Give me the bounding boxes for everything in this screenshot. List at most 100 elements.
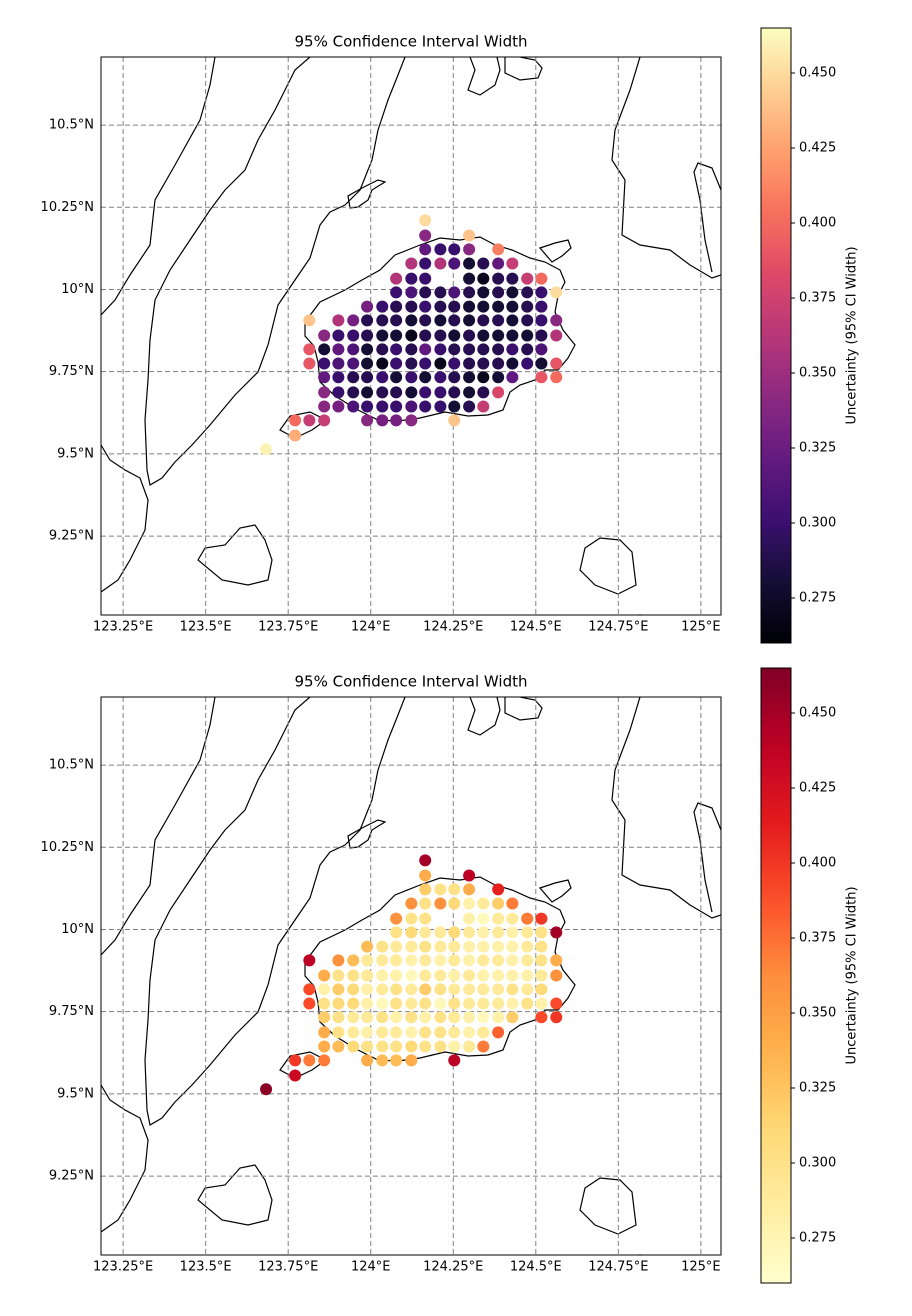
- point: [318, 343, 331, 356]
- point: [492, 926, 505, 939]
- point: [332, 1011, 345, 1024]
- point: [405, 926, 418, 939]
- point: [448, 883, 461, 896]
- point: [535, 926, 548, 939]
- point: [521, 343, 534, 356]
- point: [376, 357, 389, 370]
- point: [521, 286, 534, 299]
- point: [332, 343, 345, 356]
- y-tick-label: 9.25°N: [49, 529, 94, 544]
- point: [405, 1054, 418, 1067]
- point: [506, 1011, 519, 1024]
- point: [434, 329, 447, 342]
- point: [347, 400, 360, 413]
- point: [434, 1011, 447, 1024]
- point: [492, 272, 505, 285]
- point: [419, 357, 432, 370]
- point: [550, 954, 563, 967]
- point: [376, 400, 389, 413]
- point: [332, 983, 345, 996]
- point: [463, 869, 476, 882]
- point: [550, 969, 563, 982]
- x-tick-label: 124°E: [351, 620, 391, 635]
- y-tick-label: 9.75°N: [49, 364, 94, 379]
- point: [448, 314, 461, 327]
- point: [390, 1011, 403, 1024]
- y-tick-label: 10.5°N: [49, 118, 94, 133]
- point: [405, 357, 418, 370]
- point: [477, 997, 490, 1010]
- x-tick-label: 123.25°E: [93, 1260, 153, 1275]
- point: [434, 1040, 447, 1053]
- colorbar-tick-label: 0.275: [799, 591, 836, 606]
- point: [361, 1011, 374, 1024]
- y-tick-label: 10°N: [61, 922, 94, 937]
- point: [405, 997, 418, 1010]
- point: [419, 969, 432, 982]
- point: [477, 371, 490, 384]
- point: [477, 357, 490, 370]
- point: [405, 940, 418, 953]
- point: [376, 940, 389, 953]
- point: [550, 1011, 563, 1024]
- colorbar-tick-label: 0.350: [799, 1006, 836, 1021]
- point: [332, 314, 345, 327]
- point: [419, 314, 432, 327]
- point: [521, 912, 534, 925]
- plot-frame: [100, 696, 722, 1256]
- point: [492, 257, 505, 270]
- point: [463, 229, 476, 242]
- x-tick-label: 123.5°E: [180, 620, 232, 635]
- point: [405, 912, 418, 925]
- point: [347, 954, 360, 967]
- point: [419, 954, 432, 967]
- point: [448, 897, 461, 910]
- point: [535, 969, 548, 982]
- point: [303, 983, 316, 996]
- point: [419, 883, 432, 896]
- point: [361, 357, 374, 370]
- point: [463, 1026, 476, 1039]
- point: [318, 357, 331, 370]
- point: [535, 983, 548, 996]
- point: [332, 357, 345, 370]
- point: [463, 357, 476, 370]
- point: [535, 1011, 548, 1024]
- point: [390, 912, 403, 925]
- colorbar: [760, 667, 792, 1284]
- point: [419, 300, 432, 313]
- point: [506, 940, 519, 953]
- point: [419, 257, 432, 270]
- point: [506, 286, 519, 299]
- point: [463, 954, 476, 967]
- point: [521, 954, 534, 967]
- point: [376, 343, 389, 356]
- point: [419, 400, 432, 413]
- point: [419, 940, 432, 953]
- points: [260, 854, 563, 1096]
- point: [463, 386, 476, 399]
- point: [535, 343, 548, 356]
- point: [477, 1040, 490, 1053]
- point: [477, 897, 490, 910]
- point: [390, 940, 403, 953]
- x-tick-label: 123.5°E: [180, 1260, 232, 1275]
- point: [463, 897, 476, 910]
- point: [419, 272, 432, 285]
- map-panel: 95% Confidence Interval Width 123.25°E 123…: [41, 667, 860, 1284]
- point: [463, 883, 476, 896]
- point: [390, 997, 403, 1010]
- point: [347, 997, 360, 1010]
- point: [347, 1026, 360, 1039]
- point: [405, 314, 418, 327]
- point: [448, 371, 461, 384]
- point: [376, 954, 389, 967]
- point: [347, 329, 360, 342]
- point: [376, 300, 389, 313]
- colorbar-tick-label: 0.450: [799, 66, 836, 81]
- point: [390, 1040, 403, 1053]
- point: [303, 954, 316, 967]
- point: [347, 969, 360, 982]
- point: [477, 954, 490, 967]
- point: [376, 1040, 389, 1053]
